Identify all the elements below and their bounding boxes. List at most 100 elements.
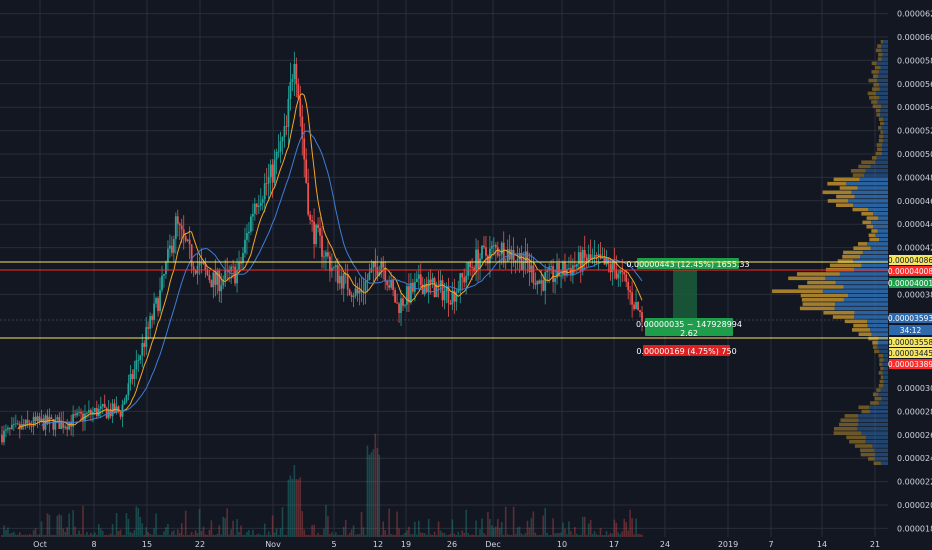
vp-bar-down xyxy=(874,65,881,70)
x-tick-label: 21 xyxy=(870,540,880,549)
vp-bar-down xyxy=(877,44,882,48)
vp-bar-up xyxy=(878,216,888,220)
candle-body xyxy=(113,403,116,414)
volume-bar xyxy=(153,528,155,537)
volume-bar xyxy=(331,532,333,537)
volume-bar xyxy=(226,508,228,537)
candle-body xyxy=(129,374,132,384)
candle-body xyxy=(560,275,562,277)
volume-bar xyxy=(275,528,278,537)
vp-bar-up xyxy=(883,366,888,371)
time-axis[interactable]: Oct 8 15 22 Nov 5 12 19 26 Dec 10 17 24 2019 7 14 21 xyxy=(33,540,880,549)
candle-body xyxy=(378,271,381,276)
volume-bar xyxy=(461,530,464,537)
horizontal-lines[interactable] xyxy=(0,261,888,339)
candle-body xyxy=(362,291,365,293)
volume-bar xyxy=(9,533,11,537)
volume-bar xyxy=(317,532,319,537)
y-tick-label: 0.00003000 xyxy=(897,384,932,393)
vp-bar-up xyxy=(883,375,888,379)
vp-bar-down xyxy=(861,409,871,414)
target-label[interactable]: 0.00000443 (12.45%) 1655.33 xyxy=(626,258,750,269)
candle-body xyxy=(82,413,84,422)
vp-bar-up xyxy=(861,263,888,268)
vp-bar-up xyxy=(874,452,888,457)
ma-slow-line xyxy=(41,130,643,426)
price-tag: 0.00003593 xyxy=(888,313,932,323)
volume-bar xyxy=(368,454,371,537)
volume-bar xyxy=(386,534,388,537)
candle-body xyxy=(471,267,474,268)
candle-body xyxy=(263,183,266,200)
vp-bar-up xyxy=(867,242,888,246)
candle-body xyxy=(313,221,315,245)
volume-bar xyxy=(360,511,363,537)
volume-bar xyxy=(123,535,126,537)
candle-body xyxy=(629,290,632,293)
vp-bar-up xyxy=(872,444,888,448)
candle-body xyxy=(267,176,270,184)
candle-body xyxy=(550,266,553,267)
x-tick-label: Oct xyxy=(33,540,47,549)
candle-body xyxy=(99,406,102,409)
volume-bar xyxy=(354,534,357,537)
volume-bar xyxy=(562,522,564,537)
y-tick-label: 0.00001800 xyxy=(897,524,932,533)
volume-bar xyxy=(417,520,420,537)
candle-body xyxy=(625,274,628,282)
candle-body xyxy=(251,213,254,217)
stop-label[interactable]: 0.00000169 (4.75%) 750 xyxy=(636,345,737,356)
price-axis[interactable]: 0.00006200 0.00006000 0.00005800 0.00005600… xyxy=(897,10,932,534)
volume-bar xyxy=(635,518,637,537)
volume-bar xyxy=(165,527,167,537)
volume-bar xyxy=(196,532,199,537)
y-tick-label: 0.00004600 xyxy=(897,197,932,206)
candle-body xyxy=(249,216,252,232)
vp-bar-down xyxy=(877,57,882,61)
volume-bar xyxy=(414,521,416,537)
vp-bar-up xyxy=(859,177,888,182)
volume-bar xyxy=(577,534,580,537)
candle-body xyxy=(573,265,576,267)
candle-body xyxy=(338,275,341,284)
volume-bar xyxy=(240,525,242,537)
vp-bar-down xyxy=(836,194,855,199)
candle-body xyxy=(103,404,106,408)
candle-body xyxy=(366,280,369,282)
candle-body xyxy=(248,231,250,234)
candle-body xyxy=(429,279,432,283)
volume-bar xyxy=(319,535,321,537)
candle-body xyxy=(641,312,643,322)
volume-bar xyxy=(307,534,309,537)
vp-bar-down xyxy=(861,212,874,216)
vp-bar-down xyxy=(829,263,862,268)
price-tag: 0.00004001 xyxy=(888,278,932,288)
vp-bar-down xyxy=(844,414,859,418)
volume-bar xyxy=(410,534,412,537)
vp-bar-down xyxy=(860,452,875,457)
vp-bar-down xyxy=(850,169,866,173)
candle-body xyxy=(246,233,248,240)
volume-bar xyxy=(564,528,566,537)
candle-body xyxy=(419,274,422,285)
candle-body xyxy=(214,272,217,285)
candle-body xyxy=(62,420,65,428)
volume-bar xyxy=(224,518,227,537)
candle-body xyxy=(72,414,75,427)
volume-bar xyxy=(60,515,63,537)
volume-bar xyxy=(437,521,440,537)
volume-bar xyxy=(238,531,240,537)
candle-body xyxy=(544,272,547,291)
candle-body xyxy=(202,262,205,265)
vp-bar-up xyxy=(881,126,888,130)
position-tool[interactable]: 0.00000443 (12.45%) 1655.33 0.00000035 ~ … xyxy=(626,258,750,356)
candle-body xyxy=(281,136,284,142)
price-tag-bg xyxy=(889,255,932,265)
volume-bar xyxy=(566,534,568,537)
vp-bar-down xyxy=(858,405,870,410)
candle-body xyxy=(552,266,555,282)
volume-bar xyxy=(609,532,612,537)
vp-bar-down xyxy=(858,242,868,246)
